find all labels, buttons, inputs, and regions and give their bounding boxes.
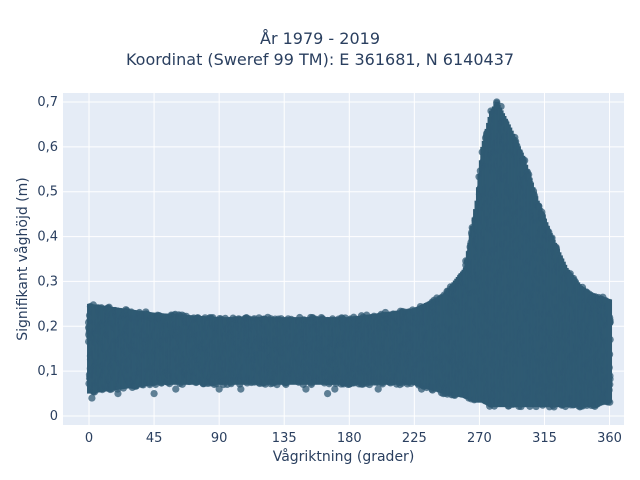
chart-title-line-1: År 1979 - 2019 <box>260 29 380 48</box>
scatter-points <box>84 98 614 411</box>
chart-title-line-2: Koordinat (Sweref 99 TM): E 361681, N 61… <box>125 50 515 69</box>
